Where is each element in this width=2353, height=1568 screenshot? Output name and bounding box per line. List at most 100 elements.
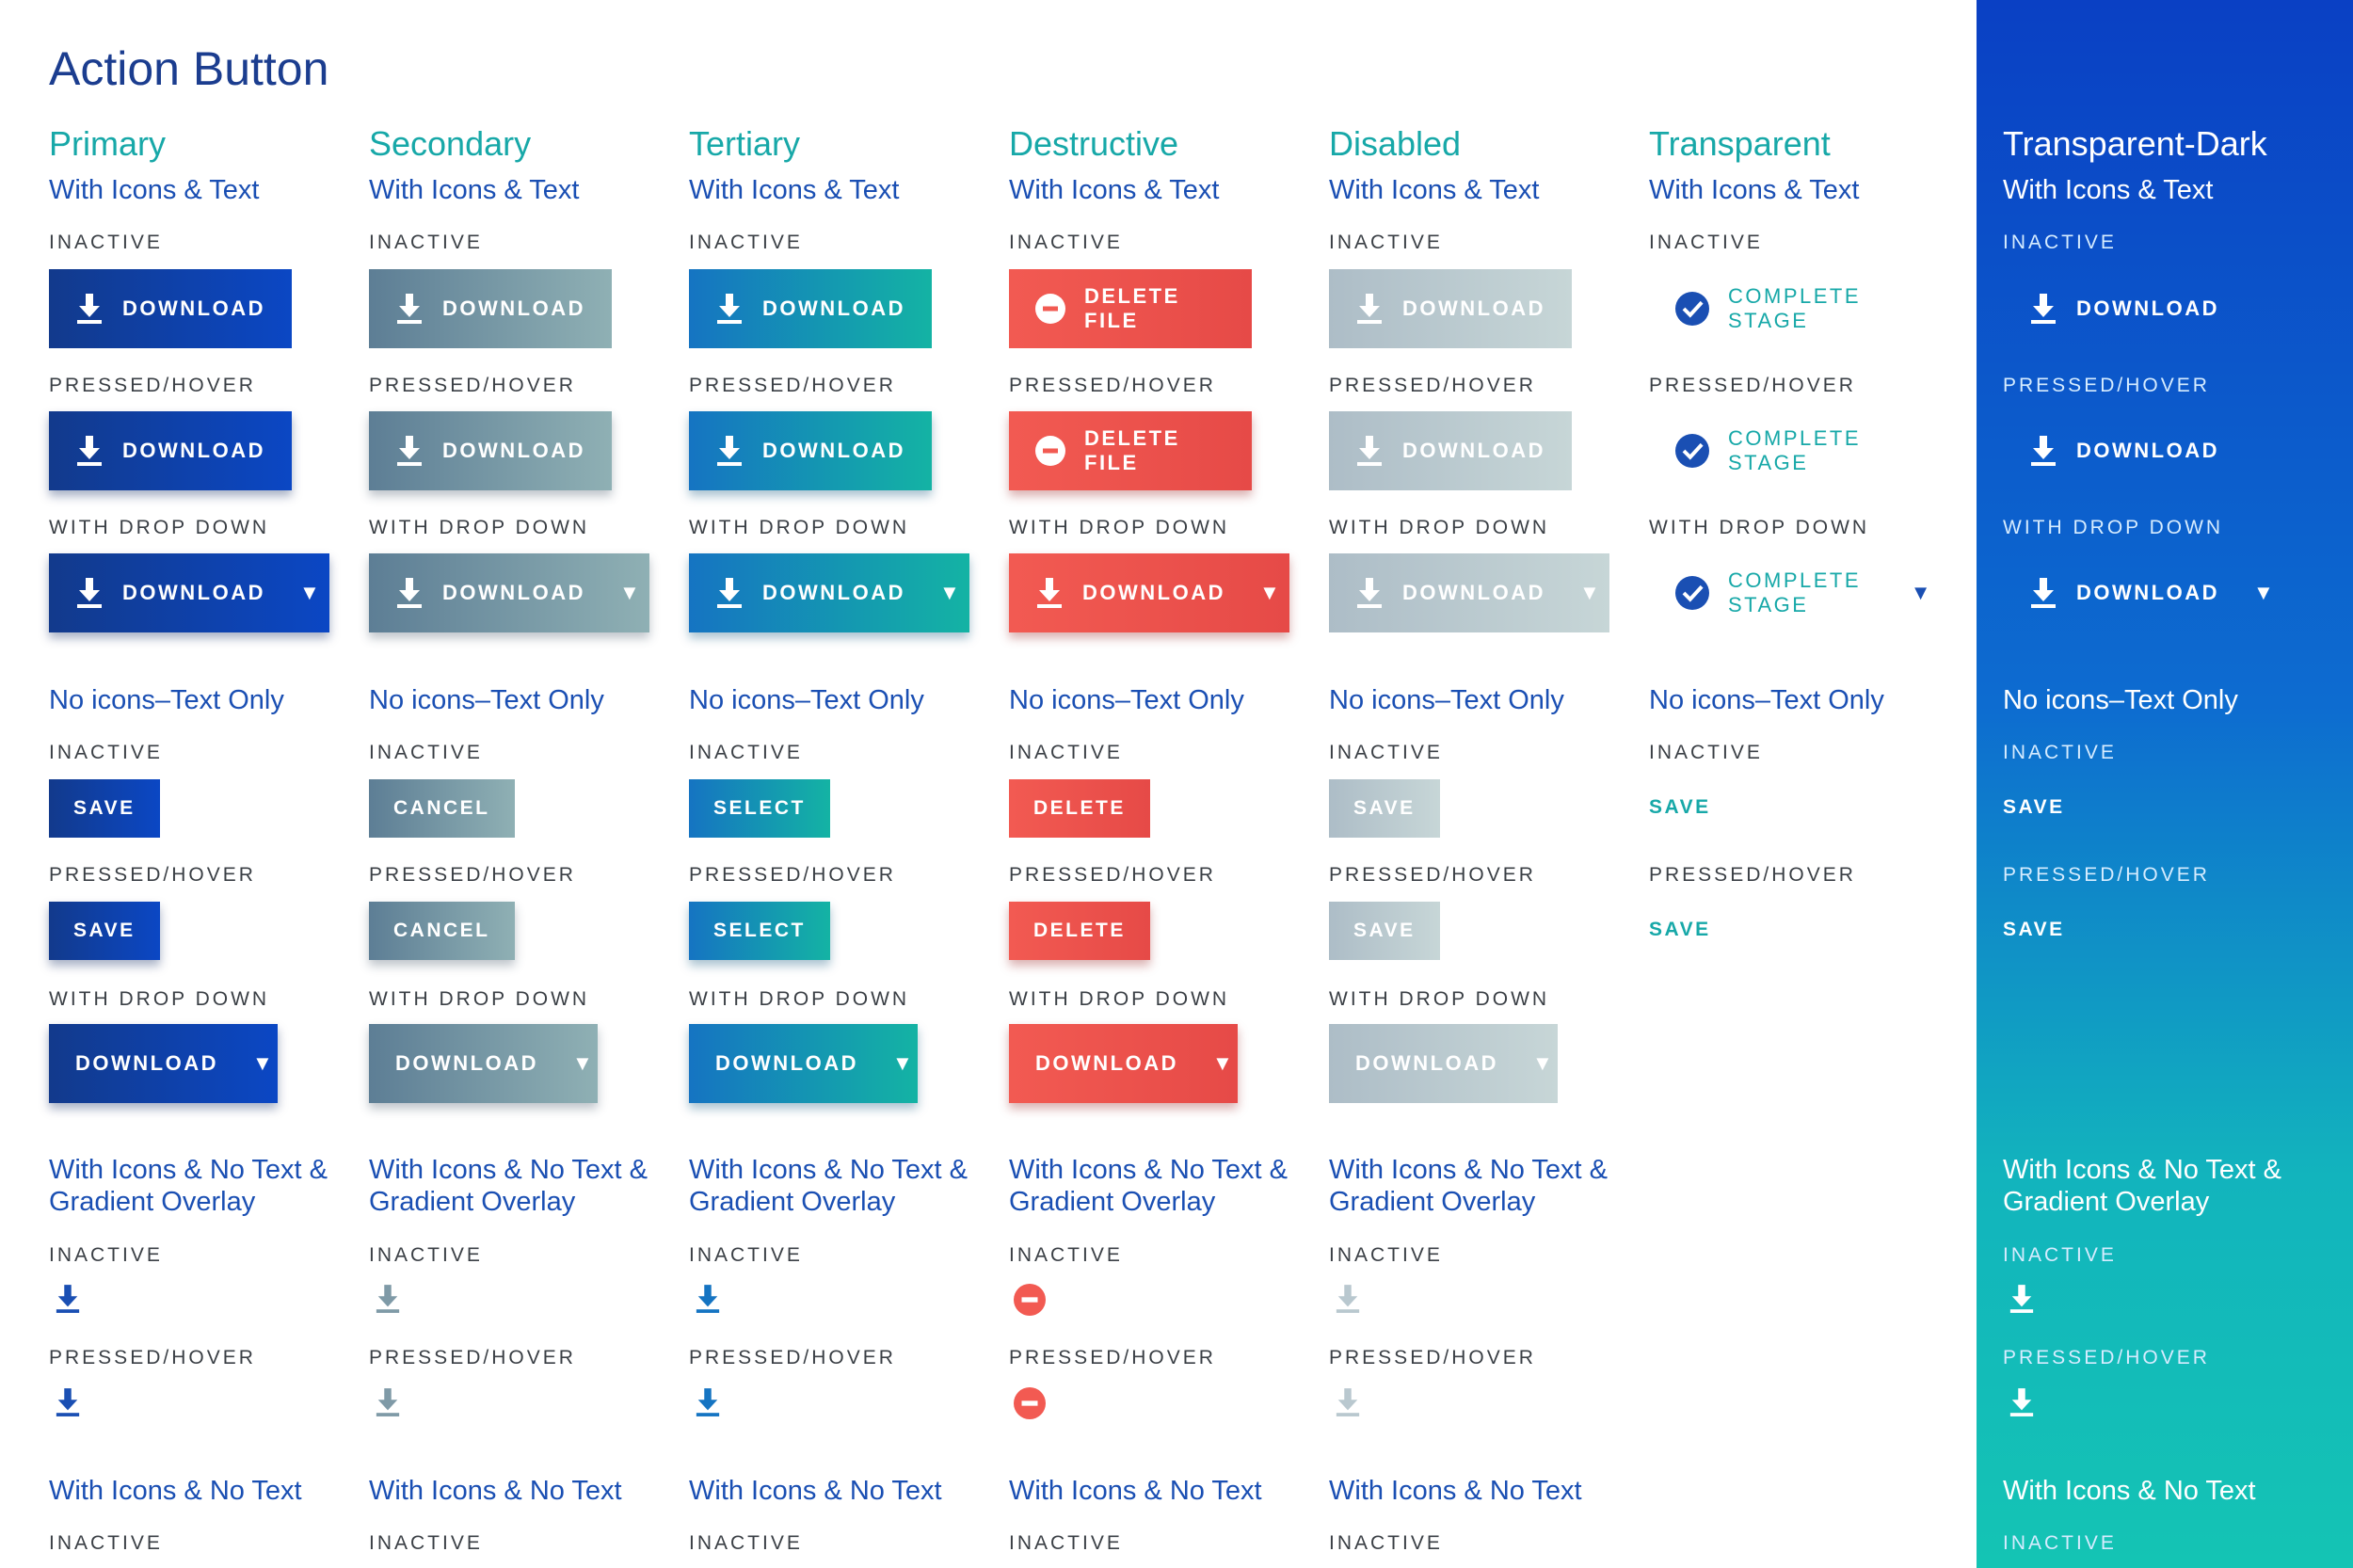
download-button-pressed[interactable]: DOWNLOAD [2003, 411, 2246, 490]
state-label-pressed: PRESSED/HOVER [1329, 375, 1536, 396]
button-label: COMPLETE STAGE [1728, 284, 1862, 332]
state-label-dropdown: WITH DROP DOWN [1329, 988, 1550, 1010]
download-button-pressed[interactable]: DOWNLOAD [49, 411, 292, 490]
download-icon[interactable] [375, 1387, 401, 1417]
state-label-inactive: INACTIVE [1329, 232, 1443, 253]
save-button-disabled[interactable]: SAVE [1329, 902, 1440, 960]
section-title-icons-text: With Icons & Text [689, 175, 900, 205]
button-label: DOWNLOAD [762, 296, 905, 320]
column-disabled: Disabled With Icons & Text INACTIVE DOWN… [1329, 0, 1640, 1568]
complete-stage-button[interactable]: COMPLETE STAGE [1649, 269, 1941, 348]
download-dropdown-button[interactable]: DOWNLOAD ▼ [689, 1024, 918, 1103]
section-title-icons-text: With Icons & Text [1649, 175, 1860, 205]
download-icon[interactable] [695, 1387, 721, 1417]
download-button[interactable]: DOWNLOAD [49, 269, 292, 348]
page-title: Action Button [49, 42, 329, 95]
state-label-pressed: PRESSED/HOVER [49, 864, 256, 886]
download-icon[interactable] [1335, 1387, 1361, 1417]
download-icon [715, 436, 744, 466]
state-label-pressed: PRESSED/HOVER [689, 1347, 896, 1368]
button-label: DOWNLOAD [1402, 439, 1545, 462]
download-icon[interactable] [695, 1284, 721, 1314]
column-heading: Transparent [1649, 124, 1831, 163]
delete-button[interactable]: DELETE [1009, 779, 1150, 838]
download-button-disabled[interactable]: DOWNLOAD [1329, 269, 1572, 348]
chevron-down-icon: ▼ [1211, 1051, 1236, 1075]
delete-file-button[interactable]: DELETE FILE [1009, 269, 1252, 348]
button-label: DOWNLOAD [122, 581, 265, 604]
section-title-icons-no-text-overlay: With Icons & No Text & Gradient Overlay [689, 1155, 968, 1217]
save-button-pressed[interactable]: SAVE [49, 902, 160, 960]
download-button[interactable]: DOWNLOAD [369, 269, 612, 348]
download-button-pressed[interactable]: DOWNLOAD [369, 411, 612, 490]
download-dropdown-button[interactable]: DOWNLOAD ▼ [49, 1024, 278, 1103]
button-label: SELECT [713, 920, 806, 941]
state-label-pressed: PRESSED/HOVER [49, 1347, 256, 1368]
download-dropdown-button[interactable]: DOWNLOAD ▼ [689, 553, 969, 632]
section-title-icons-no-text: With Icons & No Text [689, 1476, 942, 1506]
column-primary: Primary With Icons & Text INACTIVE DOWNL… [49, 0, 360, 1568]
save-button-disabled[interactable]: SAVE [1329, 779, 1440, 838]
download-dropdown-button[interactable]: DOWNLOAD ▼ [49, 553, 329, 632]
download-icon[interactable] [375, 1284, 401, 1314]
download-icon[interactable] [2009, 1284, 2035, 1314]
section-title-icons-no-text: With Icons & No Text [1009, 1476, 1262, 1506]
state-label-inactive: INACTIVE [49, 742, 163, 763]
state-label-dropdown: WITH DROP DOWN [369, 517, 590, 538]
button-label: SAVE [1353, 797, 1416, 819]
button-label: DOWNLOAD [715, 1051, 858, 1075]
section-title-icons-text: With Icons & Text [1329, 175, 1540, 205]
section-title-icons-text: With Icons & Text [369, 175, 580, 205]
minus-circle-icon[interactable] [1014, 1387, 1046, 1419]
download-button-disabled[interactable]: DOWNLOAD [1329, 411, 1572, 490]
state-label-pressed: PRESSED/HOVER [369, 375, 576, 396]
delete-file-button-pressed[interactable]: DELETE FILE [1009, 411, 1252, 490]
save-link-button-pressed[interactable]: SAVE [2003, 919, 2065, 940]
chevron-down-icon: ▼ [618, 581, 643, 604]
download-dropdown-button-disabled[interactable]: DOWNLOAD ▼ [1329, 1024, 1558, 1103]
download-icon [2029, 578, 2057, 608]
button-label: DOWNLOAD [762, 581, 905, 604]
state-label-pressed: PRESSED/HOVER [1649, 375, 1856, 396]
section-title-icons-text: With Icons & Text [49, 175, 260, 205]
section-title-text-only: No icons–Text Only [2003, 685, 2238, 715]
state-label-pressed: PRESSED/HOVER [1329, 1347, 1536, 1368]
download-dropdown-button[interactable]: DOWNLOAD ▼ [369, 1024, 598, 1103]
save-button[interactable]: SAVE [49, 779, 160, 838]
minus-circle-icon[interactable] [1014, 1284, 1046, 1316]
cancel-button[interactable]: CANCEL [369, 779, 515, 838]
download-button-pressed[interactable]: DOWNLOAD [689, 411, 932, 490]
section-title-text-only: No icons–Text Only [49, 685, 284, 715]
download-icon [1035, 578, 1064, 608]
check-circle-icon [1675, 576, 1709, 610]
download-icon[interactable] [55, 1284, 81, 1314]
complete-stage-dropdown-button[interactable]: COMPLETE STAGE ▼ [1649, 553, 1960, 632]
download-dropdown-button[interactable]: DOWNLOAD ▼ [2003, 553, 2283, 632]
save-link-button-pressed[interactable]: SAVE [1649, 919, 1711, 940]
column-heading: Transparent-Dark [2003, 124, 2267, 163]
button-label: DOWNLOAD [1402, 296, 1545, 320]
save-link-button[interactable]: SAVE [2003, 796, 2065, 818]
download-icon[interactable] [2009, 1387, 2035, 1417]
delete-button-pressed[interactable]: DELETE [1009, 902, 1150, 960]
button-label: DELETE FILE [1084, 426, 1180, 474]
complete-stage-button-pressed[interactable]: COMPLETE STAGE [1649, 411, 1941, 490]
cancel-button-pressed[interactable]: CANCEL [369, 902, 515, 960]
select-button-pressed[interactable]: SELECT [689, 902, 830, 960]
chevron-down-icon: ▼ [1531, 1051, 1556, 1075]
column-heading: Destructive [1009, 124, 1179, 163]
download-dropdown-button[interactable]: DOWNLOAD ▼ [1009, 1024, 1238, 1103]
download-dropdown-button[interactable]: DOWNLOAD ▼ [1009, 553, 1289, 632]
section-title-icons-no-text-overlay: With Icons & No Text & Gradient Overlay [49, 1155, 328, 1217]
state-label-inactive: INACTIVE [2003, 1244, 2117, 1266]
download-dropdown-button[interactable]: DOWNLOAD ▼ [369, 553, 649, 632]
download-button[interactable]: DOWNLOAD [2003, 269, 2246, 348]
minus-circle-icon [1035, 294, 1065, 324]
select-button[interactable]: SELECT [689, 779, 830, 838]
download-icon[interactable] [55, 1387, 81, 1417]
download-icon[interactable] [1335, 1284, 1361, 1314]
column-heading: Primary [49, 124, 166, 163]
download-dropdown-button-disabled[interactable]: DOWNLOAD ▼ [1329, 553, 1609, 632]
save-link-button[interactable]: SAVE [1649, 796, 1711, 818]
download-button[interactable]: DOWNLOAD [689, 269, 932, 348]
